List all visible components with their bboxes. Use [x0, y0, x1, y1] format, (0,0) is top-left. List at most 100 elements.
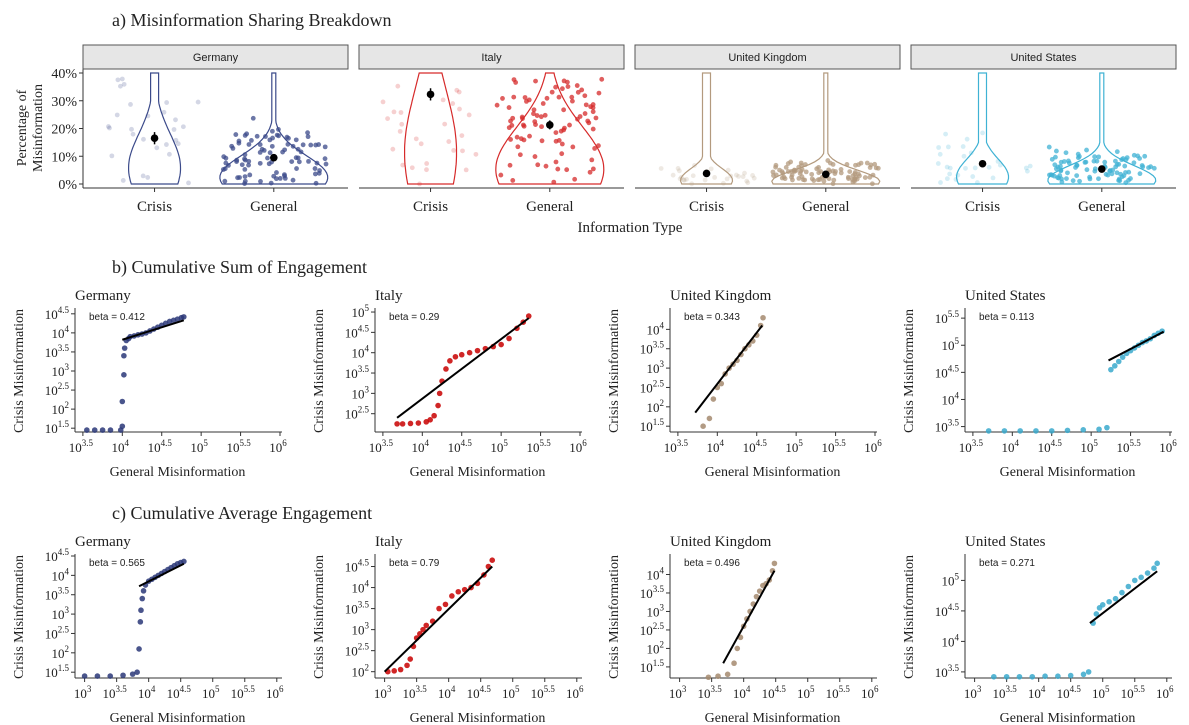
x-tick-label: 103 [74, 684, 92, 701]
jitter-point [222, 178, 228, 184]
jitter-point [1091, 158, 1097, 164]
y-tick-label: 102 [647, 398, 665, 415]
violin-outline [956, 72, 1010, 185]
x-tick-exponent: 5 [203, 438, 208, 448]
jitter-point [864, 160, 870, 166]
scatter-point [474, 347, 481, 354]
jitter-point [222, 166, 228, 172]
jitter-point [589, 157, 595, 163]
jitter-point [274, 132, 280, 138]
jitter-point [119, 76, 125, 82]
jitter-point [1058, 163, 1063, 169]
y-tick-exponent: 3 [660, 602, 665, 612]
scatter-point [1108, 366, 1114, 373]
x-tick-label: 106 [269, 438, 287, 455]
panel-a-y-tick-label: 10% [51, 150, 77, 165]
y-tick-label: 104.5 [935, 602, 960, 619]
scatter-point [420, 626, 426, 633]
y-axis-label: Crisis Misinformation [12, 555, 27, 679]
y-axis-label: Crisis Misinformation [607, 555, 622, 679]
jitter-point [789, 172, 795, 178]
x-tick-label: 105 [502, 684, 520, 701]
scatter-point [1080, 671, 1087, 678]
jitter-point [779, 175, 785, 181]
scatter-point [119, 398, 126, 405]
jitter-point [400, 162, 406, 168]
mean-point [978, 159, 987, 168]
x-tick-label: 103 [669, 684, 687, 701]
jitter-point [972, 165, 978, 171]
x-tick-label: 104 [733, 684, 751, 701]
x-tick-label: 103.5 [403, 684, 428, 701]
y-tick-exponent: 3.5 [653, 584, 665, 594]
jitter-point [854, 176, 860, 182]
jitter-point [161, 109, 167, 115]
y-tick-exponent: 3.5 [58, 586, 70, 596]
x-tick-label: 104.5 [762, 684, 787, 701]
y-tick-label: 102.5 [345, 642, 370, 659]
regression-line [722, 570, 776, 664]
jitter-point [599, 76, 605, 82]
x-tick-exponent: 5 [503, 438, 508, 448]
jitter-point [1096, 176, 1101, 182]
y-tick-label: 104 [942, 632, 960, 649]
violin-outline [128, 72, 182, 185]
x-tick-exponent: 4.5 [461, 438, 473, 448]
scatter-point [181, 558, 187, 565]
beta-annotation: beta = 0.412 [89, 312, 145, 323]
scatter-point [710, 396, 717, 402]
regression-line [694, 324, 764, 414]
x-tick-exponent: 3.5 [82, 438, 94, 448]
jitter-point [740, 174, 746, 180]
x-tick-exponent: 4 [451, 684, 456, 694]
facet-strip-label: United Kingdom [728, 52, 806, 64]
regression-line [1089, 570, 1158, 624]
jitter-point [409, 165, 415, 171]
y-tick-exponent: 4 [365, 344, 370, 354]
x-tick-label: 103.5 [698, 684, 723, 701]
jitter-point [572, 176, 578, 182]
facet-strip [82, 44, 349, 70]
panel-a-violins: 0% 10% 20% 30% 40% Germany Crisis General Italy C… [51, 44, 1177, 215]
jitter-point [121, 81, 127, 87]
x-tick-exponent: 3.5 [116, 684, 128, 694]
jitter-point [274, 170, 279, 175]
x-tick-exponent: 3 [682, 684, 687, 694]
jitter-point [1113, 158, 1118, 164]
jitter-point [960, 144, 966, 149]
jitter-point [868, 162, 874, 168]
x-tick-label: 104.5 [743, 438, 768, 455]
x-axis-label: General Misinformation [410, 711, 546, 725]
jitter-point [128, 102, 133, 107]
jitter-point [171, 127, 177, 132]
beta-annotation: beta = 0.29 [389, 312, 440, 323]
scatter-point [423, 622, 430, 629]
y-tick-exponent: 2.5 [653, 378, 665, 388]
scatter-point [107, 673, 114, 679]
y-tick-exponent: 2.5 [58, 624, 70, 634]
jitter-point [777, 167, 782, 173]
jitter-point [1023, 165, 1029, 171]
y-tick-exponent: 3.5 [948, 663, 960, 673]
y-axis-label: Crisis Misinformation [607, 309, 622, 433]
jitter-point [997, 162, 1003, 168]
jitter-point [681, 177, 687, 183]
jitter-point [498, 172, 504, 178]
jitter-point [308, 142, 314, 148]
scatter-point [399, 421, 406, 427]
jitter-point [773, 164, 778, 170]
scatter-point [1144, 570, 1151, 576]
jitter-point [943, 131, 948, 137]
jitter-point [1053, 148, 1059, 154]
jitter-point [539, 138, 545, 144]
y-tick-label: 101.5 [45, 663, 70, 680]
x-tick-label: 105.5 [531, 684, 556, 701]
jitter-point [424, 161, 430, 166]
jitter-point [271, 173, 277, 179]
jitter-point [592, 146, 598, 151]
jitter-point [964, 136, 970, 142]
scatter-point [452, 353, 459, 360]
jitter-point [785, 161, 791, 166]
x-tick-exponent: 5.5 [1134, 684, 1146, 694]
